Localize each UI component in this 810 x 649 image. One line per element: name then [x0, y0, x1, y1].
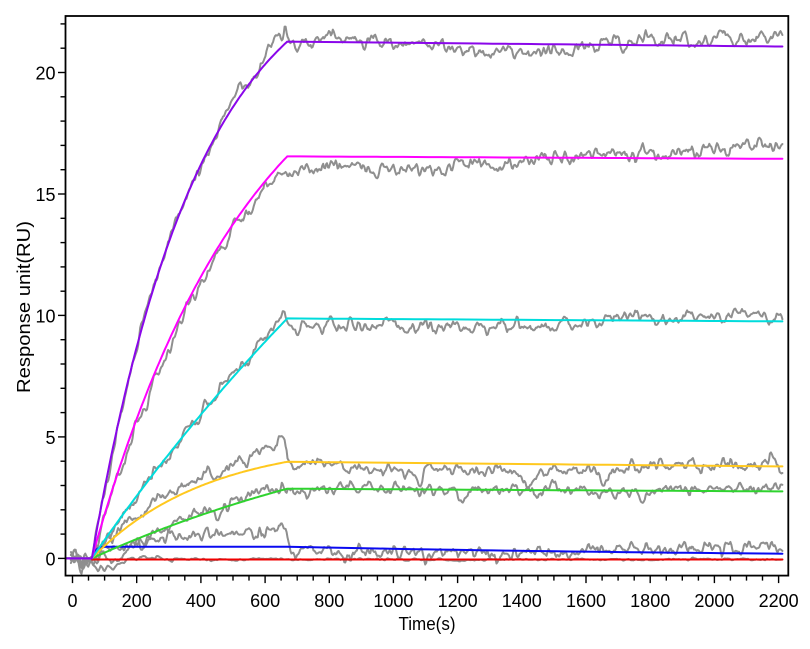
svg-text:1000: 1000 — [373, 591, 413, 611]
svg-text:10: 10 — [35, 307, 55, 327]
svg-text:20: 20 — [35, 64, 55, 84]
svg-text:600: 600 — [250, 591, 280, 611]
svg-text:Response unit(RU): Response unit(RU) — [14, 221, 34, 393]
svg-text:200: 200 — [122, 591, 152, 611]
svg-text:800: 800 — [314, 591, 344, 611]
svg-text:1400: 1400 — [502, 591, 542, 611]
svg-text:2000: 2000 — [694, 591, 734, 611]
svg-text:0: 0 — [45, 550, 55, 570]
svg-text:400: 400 — [186, 591, 216, 611]
svg-text:5: 5 — [45, 428, 55, 448]
svg-text:Time(s): Time(s) — [399, 614, 456, 634]
svg-text:1600: 1600 — [566, 591, 606, 611]
svg-text:0: 0 — [67, 591, 77, 611]
svg-text:15: 15 — [35, 185, 55, 205]
svg-text:1800: 1800 — [630, 591, 670, 611]
svg-text:1200: 1200 — [438, 591, 478, 611]
svg-text:2200: 2200 — [759, 591, 799, 611]
